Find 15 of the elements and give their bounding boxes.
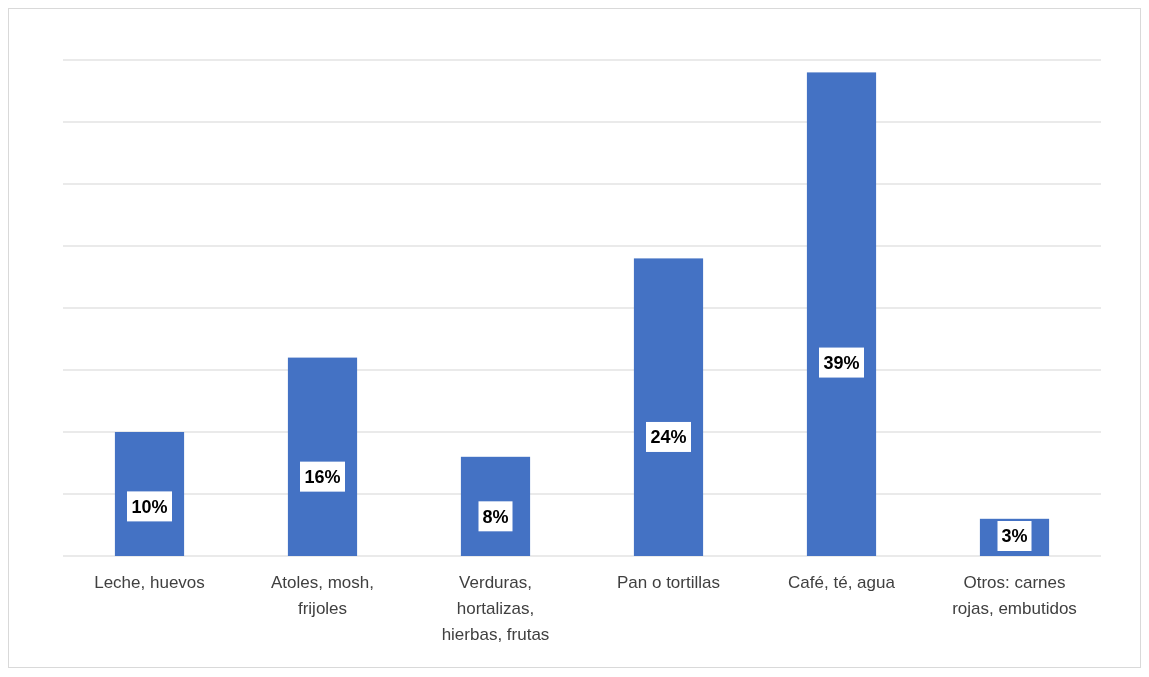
data-label: 10% xyxy=(131,496,168,517)
bar xyxy=(806,72,877,556)
x-tick-label: Pan o tortillas xyxy=(617,573,720,592)
x-tick-label: Café, té, agua xyxy=(788,573,896,592)
bar xyxy=(287,357,358,556)
data-label: 39% xyxy=(823,352,860,373)
x-tick-label: Otros: carnes rojas, embutidos xyxy=(952,573,1077,618)
x-tick-label: Atoles, mosh, frijoles xyxy=(271,573,374,618)
data-label: 8% xyxy=(482,506,509,527)
data-label: 24% xyxy=(650,427,687,448)
bar xyxy=(633,258,704,556)
data-label: 3% xyxy=(1001,526,1028,547)
data-label: 16% xyxy=(304,466,341,487)
x-tick-label: Verduras, hortalizas, hierbas, frutas xyxy=(441,573,550,644)
x-tick-label: Leche, huevos xyxy=(94,573,205,592)
